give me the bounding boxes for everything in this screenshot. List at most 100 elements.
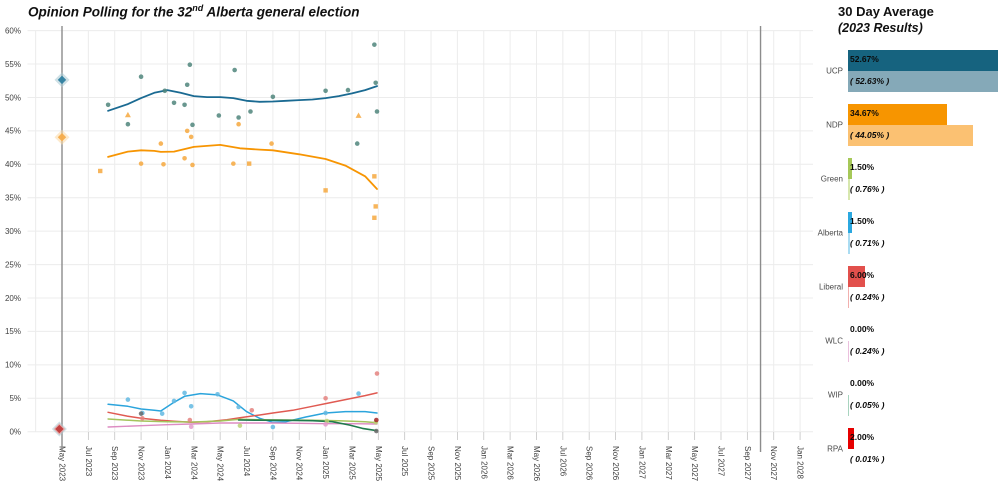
poll-point-ndp <box>355 112 362 118</box>
party-label: WIP <box>827 390 843 400</box>
election-result-marker <box>55 424 64 434</box>
party-average-bar <box>848 212 853 233</box>
poll-point-ndp <box>373 204 378 209</box>
poll-point-wlc <box>188 424 194 429</box>
poll-point-ucp <box>182 102 187 108</box>
poll-point-ucp <box>374 109 380 114</box>
y-tick-label: 60% <box>5 26 21 35</box>
poll-point-alberta <box>215 391 220 397</box>
x-tick-label: Jul 2024 <box>242 446 251 477</box>
party-result-value: ( 0.24% ) <box>850 346 885 356</box>
trend-line-wlc <box>107 422 378 428</box>
x-tick-label: Sep 2023 <box>110 446 119 481</box>
trend-line-liberal <box>107 392 378 424</box>
x-tick-label: May 2027 <box>690 446 699 482</box>
poll-point-liberal <box>374 371 380 376</box>
poll-point-ndp <box>190 162 195 168</box>
chart-title: Opinion Polling for the 32nd Alberta gen… <box>28 3 360 20</box>
poll-point-alberta <box>356 391 361 396</box>
party-average-value: 52.67% <box>850 54 879 64</box>
x-tick-label: Jan 2024 <box>163 446 172 479</box>
poll-point-ucp <box>323 88 328 94</box>
poll-point-ndp <box>372 174 377 179</box>
poll-point-ndp <box>231 161 236 166</box>
party-label: Liberal <box>818 282 843 292</box>
trend-line-ucp <box>107 85 378 112</box>
party-average-bar <box>848 266 866 287</box>
y-tick-label: 35% <box>5 194 21 203</box>
poll-point-ndp <box>182 155 187 161</box>
x-tick-label: Nov 2026 <box>611 446 620 481</box>
poll-point-ucp <box>236 115 241 120</box>
x-tick-label: Jan 2025 <box>321 446 330 479</box>
party-average-value: 6.00% <box>850 270 875 280</box>
party-average-value: 2.00% <box>850 432 875 442</box>
poll-point-ndp <box>372 215 377 220</box>
x-tick-label: Nov 2027 <box>769 446 778 481</box>
y-tick-label: 45% <box>5 127 21 136</box>
legend-panel-subtitle: (2023 Results) <box>838 21 923 35</box>
party-row: Green 1.50% ( 0.76% ) <box>815 158 1000 200</box>
y-tick-label: 10% <box>5 361 21 370</box>
party-row: RPA 2.00% ( 0.01% ) <box>815 428 1000 470</box>
y-tick-label: 55% <box>5 60 21 69</box>
poll-point-ndp <box>158 141 164 146</box>
party-average-bar <box>848 104 947 125</box>
x-tick-label: Jan 2028 <box>796 446 805 479</box>
poll-point-ucp <box>190 122 195 128</box>
poll-point-ucp <box>248 109 253 114</box>
party-result-bar <box>848 233 851 254</box>
poll-point-ucp <box>354 141 360 146</box>
x-tick-label: Mar 2025 <box>347 446 356 480</box>
party-result-value: ( 44.05% ) <box>850 130 890 140</box>
poll-point-liberal <box>187 417 193 423</box>
y-tick-label: 15% <box>5 327 21 336</box>
poll-point-ndp <box>98 168 103 174</box>
party-row: UCP 52.67% ( 52.63% ) <box>815 50 1000 92</box>
trend-line-wip <box>237 419 378 432</box>
y-tick-label: 30% <box>5 227 21 236</box>
x-tick-label: Jan 2026 <box>479 446 488 479</box>
poll-point-ucp <box>372 42 377 47</box>
legend-panel-title: 30 Day Average <box>838 4 934 19</box>
poll-point-ucp <box>105 102 111 108</box>
poll-point-alberta <box>159 411 165 416</box>
title-prefix: Opinion Polling for the 32 <box>28 4 193 20</box>
poll-point-liberal <box>249 408 255 413</box>
poll-point-ucp <box>138 74 144 80</box>
x-tick-label: May 2026 <box>532 446 541 482</box>
party-row: WIP 0.00% ( 0.05% ) <box>815 374 1000 416</box>
title-superscript: nd <box>192 3 204 13</box>
poll-point-ucp <box>216 113 222 118</box>
party-label: Green <box>820 174 843 184</box>
poll-point-ucp <box>184 82 190 88</box>
party-row: Liberal 6.00% ( 0.24% ) <box>815 266 1000 308</box>
poll-point-liberal <box>140 416 145 421</box>
party-average-value: 1.50% <box>850 216 875 226</box>
x-tick-label: Nov 2024 <box>295 446 304 481</box>
party-average-value: 0.00% <box>850 324 875 334</box>
poll-point-ndp <box>161 162 166 167</box>
x-tick-label: May 2023 <box>58 446 67 482</box>
poll-point-ucp <box>171 100 177 106</box>
party-result-value: ( 0.05% ) <box>850 400 885 410</box>
poll-point-ndp <box>188 134 194 140</box>
x-tick-label: May 2025 <box>374 446 383 482</box>
party-average-value: 0.00% <box>850 378 875 388</box>
party-label: Alberta <box>817 228 843 238</box>
x-tick-label: Sep 2027 <box>743 446 752 481</box>
party-result-value: ( 0.24% ) <box>850 292 885 302</box>
x-tick-label: May 2024 <box>216 446 225 482</box>
party-row: Alberta 1.50% ( 0.71% ) <box>815 212 1000 254</box>
party-average-bar <box>848 428 854 449</box>
x-tick-label: Jul 2027 <box>717 446 726 477</box>
party-label: NDP <box>826 120 843 130</box>
poll-point-ucp <box>270 94 276 100</box>
x-tick-label: Jul 2023 <box>84 446 93 477</box>
x-tick-label: Nov 2023 <box>137 446 146 481</box>
poll-point-ucp <box>345 87 351 93</box>
poll-point-ndp <box>236 121 241 127</box>
poll-point-other <box>138 411 144 416</box>
party-label: WLC <box>825 336 843 346</box>
x-tick-label: Nov 2025 <box>453 446 462 481</box>
